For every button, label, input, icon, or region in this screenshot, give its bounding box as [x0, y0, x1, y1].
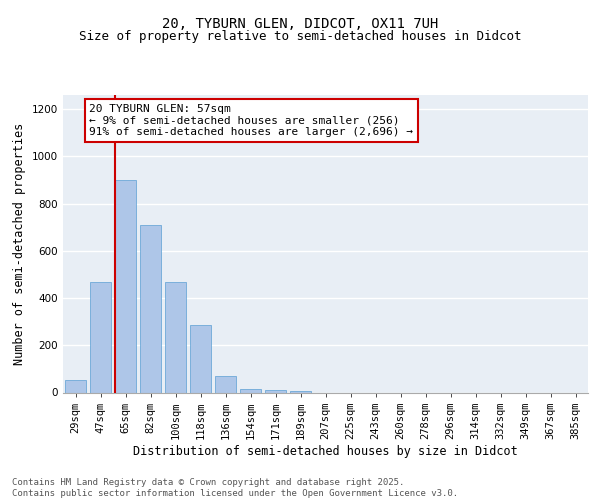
Text: Contains HM Land Registry data © Crown copyright and database right 2025.
Contai: Contains HM Land Registry data © Crown c…	[12, 478, 458, 498]
Bar	[65, 380, 86, 392]
Text: 20, TYBURN GLEN, DIDCOT, OX11 7UH: 20, TYBURN GLEN, DIDCOT, OX11 7UH	[162, 18, 438, 32]
Y-axis label: Number of semi-detached properties: Number of semi-detached properties	[13, 122, 26, 365]
Bar	[190, 325, 211, 392]
Bar	[115, 180, 136, 392]
Bar	[90, 282, 111, 393]
Bar	[265, 390, 286, 392]
X-axis label: Distribution of semi-detached houses by size in Didcot: Distribution of semi-detached houses by …	[133, 444, 518, 458]
Bar	[240, 389, 261, 392]
Bar	[215, 376, 236, 392]
Bar	[140, 225, 161, 392]
Text: Size of property relative to semi-detached houses in Didcot: Size of property relative to semi-detach…	[79, 30, 521, 43]
Text: 20 TYBURN GLEN: 57sqm
← 9% of semi-detached houses are smaller (256)
91% of semi: 20 TYBURN GLEN: 57sqm ← 9% of semi-detac…	[89, 104, 413, 137]
Bar	[165, 282, 186, 393]
